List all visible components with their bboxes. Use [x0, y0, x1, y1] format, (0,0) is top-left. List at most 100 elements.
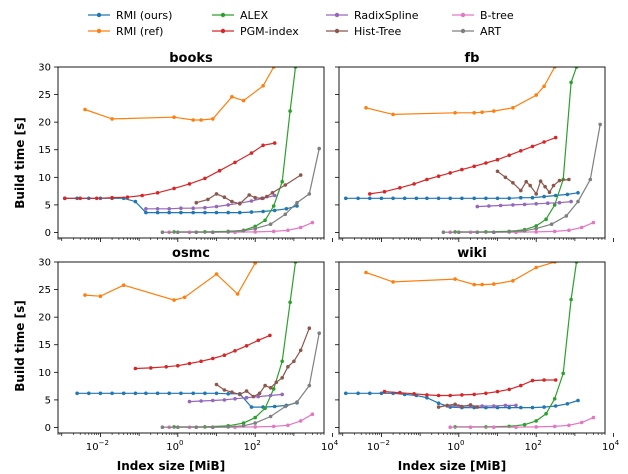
legend-label: PGM-index [240, 25, 299, 38]
x-tick-label: 100 [447, 439, 464, 453]
data-point [144, 391, 148, 396]
data-point [307, 326, 312, 331]
data-point [176, 230, 180, 234]
data-point [557, 200, 562, 205]
data-point [511, 203, 515, 207]
data-point [511, 181, 515, 185]
data-point [263, 383, 267, 388]
data-point [292, 359, 296, 364]
data-point [569, 199, 573, 204]
data-point [514, 425, 518, 430]
data-point [214, 391, 219, 396]
data-point [412, 392, 416, 396]
data-point [272, 404, 277, 409]
series-line [497, 170, 569, 196]
data-point [83, 293, 87, 297]
data-point [460, 404, 464, 409]
data-point [547, 190, 552, 194]
series-rmi-ref [364, 67, 557, 117]
data-point [249, 210, 254, 214]
data-point [522, 422, 527, 427]
series-line [84, 67, 275, 121]
legend-marker [220, 28, 226, 34]
y-tick-label: 20 [38, 118, 51, 129]
data-point [436, 196, 441, 201]
data-point [187, 182, 192, 186]
legend-entry-art: ART [452, 25, 501, 38]
data-point [551, 183, 556, 188]
data-point [286, 365, 290, 369]
legend-marker [96, 28, 102, 34]
data-point [472, 111, 477, 115]
data-point [87, 391, 91, 396]
data-point [249, 151, 254, 155]
data-point [576, 199, 580, 204]
data-point [83, 107, 87, 112]
series-line [455, 262, 578, 428]
data-point [149, 366, 153, 370]
y-tick-label: 15 [38, 340, 51, 351]
data-point [534, 425, 538, 429]
data-point [414, 196, 419, 201]
panel-books: books 0 5 10 15 20 25 30 [38, 51, 333, 242]
data-point [226, 392, 230, 396]
data-point [460, 167, 464, 172]
data-point [576, 398, 580, 403]
data-point [261, 143, 265, 148]
data-point [528, 183, 532, 188]
data-point [226, 210, 230, 215]
data-point [268, 333, 272, 338]
data-point [261, 209, 265, 214]
data-point [75, 391, 79, 396]
series-rmi-ref [364, 262, 557, 287]
legend-marker [334, 28, 340, 34]
data-point [567, 228, 571, 233]
legend-label: ART [480, 25, 501, 38]
data-point [226, 230, 230, 234]
series-line [174, 262, 297, 428]
data-point [187, 361, 192, 366]
data-point [286, 228, 290, 233]
data-point [368, 391, 372, 396]
data-point [182, 295, 187, 300]
data-point [253, 262, 257, 265]
data-point [364, 270, 368, 275]
data-point [425, 196, 429, 201]
data-point [522, 229, 527, 233]
panel-title: books [169, 51, 213, 66]
data-point [251, 394, 256, 399]
data-point [179, 391, 183, 396]
data-point [172, 298, 176, 302]
series-radixspline [187, 392, 285, 404]
data-point [561, 371, 565, 376]
data-point [78, 196, 82, 201]
data-point [230, 95, 234, 99]
panel-wiki: wiki 10−2 100 102 104 [335, 246, 620, 453]
data-point [445, 403, 450, 408]
legend-entry-rmi-ours: RMI (ours) [88, 9, 172, 22]
data-point [591, 415, 596, 420]
data-point [544, 411, 548, 416]
series-rmi-ours [75, 391, 299, 409]
data-point [144, 210, 148, 215]
data-point [379, 391, 384, 396]
data-point [194, 425, 199, 430]
data-point [121, 283, 126, 288]
data-point [206, 197, 210, 202]
data-point [230, 390, 234, 395]
data-point [475, 405, 480, 409]
data-point [503, 175, 508, 180]
data-point [226, 425, 230, 429]
panel-title: fb [465, 51, 480, 66]
data-point [542, 84, 546, 89]
series-line [169, 413, 313, 428]
data-point [344, 196, 348, 201]
series-art [160, 331, 322, 430]
data-point [472, 196, 477, 201]
data-point [265, 194, 269, 199]
series-line [162, 148, 320, 233]
data-point [492, 425, 496, 430]
data-point [211, 425, 215, 430]
series-hist-tree [214, 326, 312, 399]
